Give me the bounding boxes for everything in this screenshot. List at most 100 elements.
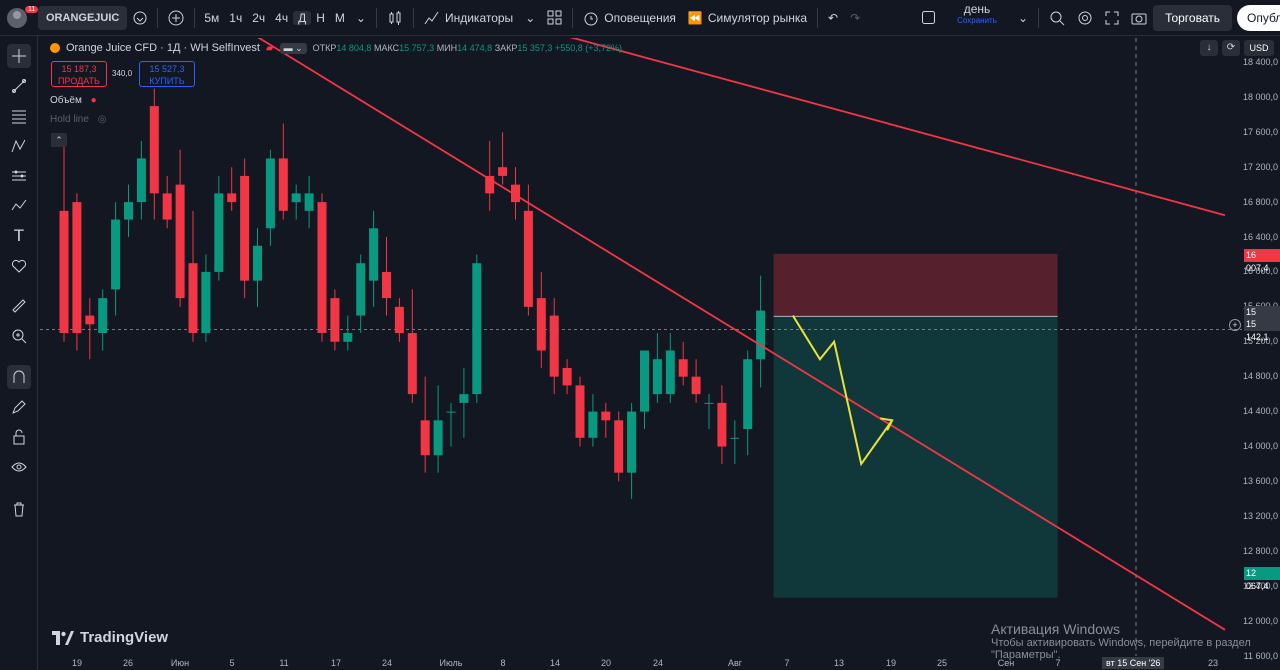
timeframe-button[interactable]: М: [334, 10, 345, 25]
collapse-legend-icon[interactable]: ⌃: [51, 133, 67, 147]
layout-square-icon[interactable]: [915, 4, 942, 32]
brush-tool-icon[interactable]: [7, 194, 31, 218]
trash-icon[interactable]: [7, 497, 31, 521]
candle-body: [253, 245, 262, 281]
indicators-dropdown-icon[interactable]: ⌄: [525, 10, 536, 25]
undo-icon[interactable]: ↶: [828, 10, 839, 25]
candle-body: [214, 193, 224, 272]
timeframe-button[interactable]: 1ч: [229, 10, 243, 25]
candle-body: [124, 202, 133, 220]
chart-legend: Orange Juice CFD · 1Д · WH SelfInvest ▰ …: [50, 42, 622, 54]
sell-price: 15 187,3: [61, 64, 97, 74]
timeframe-button[interactable]: 5м: [204, 10, 220, 25]
candle-body: [717, 402, 727, 447]
time-tick-label: 23: [1207, 658, 1219, 668]
symbol-search-button[interactable]: ORANGEJUIC: [38, 5, 128, 30]
pencil-lock-icon[interactable]: [7, 395, 31, 419]
publish-button[interactable]: Опубл: [1237, 5, 1280, 31]
timeframe-button[interactable]: Д: [293, 10, 312, 25]
time-tick-label: 24: [381, 658, 393, 668]
candle-body: [459, 394, 469, 403]
stop-loss-zone: [773, 253, 1058, 317]
text-tool-icon[interactable]: T: [13, 226, 25, 245]
quick-search-icon[interactable]: [1043, 4, 1071, 32]
volume-indicator-row[interactable]: Объём ●: [50, 95, 97, 106]
price-tick-label: 16 000,0: [1243, 266, 1278, 276]
timeframe-button[interactable]: 4ч: [275, 10, 289, 25]
price-tick-label: 14 400,0: [1242, 406, 1278, 417]
magnet-icon[interactable]: [7, 365, 31, 389]
indicators-label: Индикаторы: [444, 10, 514, 25]
crosshair-time-label: вт 15 Сен '26: [1102, 657, 1165, 669]
add-alert-plus-icon[interactable]: +: [1229, 319, 1241, 331]
pattern-tool-icon[interactable]: [7, 134, 31, 158]
buy-price: 15 527,3: [149, 64, 185, 74]
timeframe-dropdown-icon[interactable]: ⌄: [355, 10, 366, 25]
price-axis[interactable]: 18 400,0 18 000,0 17 600,0 17 200,0 16 800,0…: [1242, 38, 1280, 661]
time-tick-label: 5: [229, 658, 235, 668]
watermark-title: Активация Windows: [991, 621, 1121, 637]
timeframe-button[interactable]: 2ч: [252, 10, 266, 25]
candle-body: [743, 359, 753, 430]
price-tick-label: 16 800,0: [1242, 196, 1278, 207]
add-symbol-icon[interactable]: [162, 4, 190, 32]
buy-button[interactable]: 15 527,3 КУПИТЬ: [139, 61, 195, 87]
auto-scale-icon[interactable]: ⟳: [1222, 40, 1240, 56]
candle-body: [485, 175, 495, 194]
crosshair-icon[interactable]: [7, 44, 31, 68]
candle-body: [652, 359, 662, 395]
legend-collapse-button[interactable]: ▬ ⌄: [279, 42, 307, 54]
settings-gear-icon[interactable]: [1071, 4, 1099, 32]
time-tick-label: 25: [936, 658, 948, 668]
candle-body: [575, 385, 585, 438]
windows-activation-watermark: Активация Windows Чтобы активировать Win…: [991, 621, 1251, 661]
layout-dropdown-icon[interactable]: ⌄: [1018, 10, 1029, 25]
fullscreen-icon[interactable]: [1099, 4, 1125, 32]
sell-button[interactable]: 15 187,3 ПРОДАТЬ: [51, 61, 107, 87]
tradingview-logo[interactable]: TradingView: [52, 629, 168, 646]
layouts-grid-icon[interactable]: [541, 4, 568, 32]
redo-icon[interactable]: ↷: [850, 10, 861, 25]
hidden-indicator-row[interactable]: Hold line ◎: [50, 114, 106, 125]
candle-body: [382, 271, 391, 299]
drawing-toolbar: T: [0, 36, 38, 670]
candle-body: [356, 263, 366, 316]
fib-tool-icon[interactable]: [7, 104, 31, 128]
replay-button[interactable]: ⏪ Симулятор рынка: [682, 4, 813, 32]
candle-body: [691, 376, 701, 395]
trendline-tool-icon[interactable]: [7, 74, 31, 98]
price-chart[interactable]: [40, 38, 1242, 656]
candle-style-icon[interactable]: [381, 4, 409, 32]
prediction-tool-icon[interactable]: [7, 164, 31, 188]
timeframe-button[interactable]: Н: [316, 10, 325, 25]
time-tick-label: 11: [279, 658, 289, 668]
price-tick-label: 15 200,0: [1243, 336, 1278, 346]
publish-label: Опубл: [1247, 11, 1280, 25]
layout-name-button[interactable]: день Сохранить: [942, 3, 1012, 32]
zoom-in-icon[interactable]: [7, 324, 31, 348]
symbol-label: ORANGEJUIC: [46, 11, 120, 24]
watermark-line3: "Параметры".: [991, 649, 1061, 661]
symbol-info-icon[interactable]: [127, 4, 153, 32]
lock-icon[interactable]: [7, 425, 31, 449]
currency-selector[interactable]: USD: [1244, 40, 1274, 56]
scroll-to-latest-icon[interactable]: ↓: [1200, 40, 1218, 56]
price-tick-label: 18 000,0: [1242, 91, 1278, 102]
user-avatar[interactable]: 11: [0, 4, 39, 32]
price-tick-label: 11 600,0: [1243, 650, 1278, 661]
heart-icon[interactable]: [7, 254, 31, 278]
candle-body: [407, 333, 417, 395]
volume-label: Объём: [50, 95, 82, 106]
ruler-icon[interactable]: [7, 294, 31, 318]
indicators-button[interactable]: Индикаторы: [418, 4, 519, 32]
camera-icon[interactable]: [1125, 4, 1153, 32]
alerts-button[interactable]: Оповещения: [577, 4, 682, 32]
trade-button[interactable]: Торговать: [1153, 4, 1232, 31]
trendline: [569, 38, 1226, 217]
candle-body: [446, 411, 456, 413]
eye-icon[interactable]: [7, 455, 31, 479]
price-tick-label: 17 200,0: [1242, 161, 1278, 172]
indicators-icon: [424, 11, 439, 24]
warning-icon: ●: [90, 95, 97, 106]
rewind-icon: ⏪: [687, 10, 703, 25]
